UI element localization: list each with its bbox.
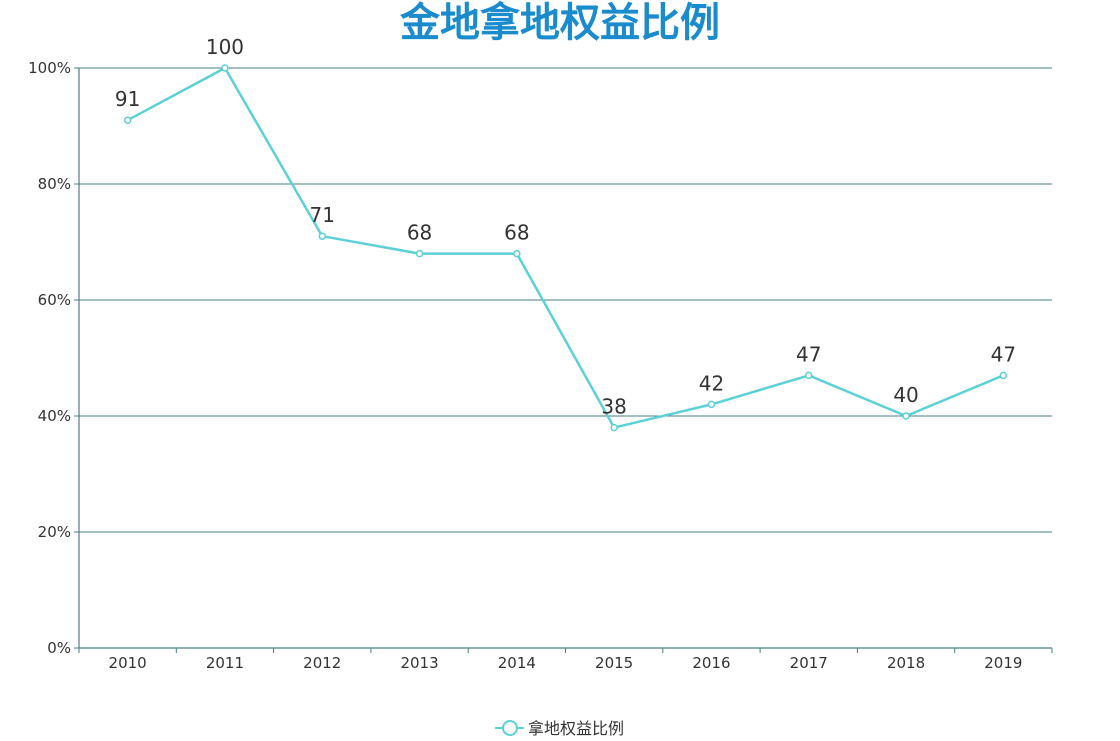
data-point[interactable] <box>415 249 424 258</box>
data-point[interactable] <box>902 412 910 420</box>
data-point[interactable] <box>221 64 229 72</box>
data-label: 38 <box>601 395 626 419</box>
x-tick-label: 2013 <box>400 654 438 672</box>
series-line <box>127 66 1004 429</box>
data-label: 91 <box>115 87 140 111</box>
series-line-path <box>127 66 1004 429</box>
axes <box>78 68 1052 649</box>
y-tick-label: 100% <box>28 59 71 77</box>
x-tick-label: 2016 <box>692 654 730 672</box>
data-label: 47 <box>796 342 821 366</box>
data-point[interactable] <box>805 371 813 380</box>
data-label: 68 <box>407 221 432 245</box>
data-label: 71 <box>310 203 335 227</box>
data-point[interactable] <box>513 249 521 258</box>
data-label: 100 <box>206 35 244 59</box>
y-axis-ticks: 0% 20% 40% 60% 80% 100% <box>28 59 79 657</box>
y-tick-label: 80% <box>38 175 71 193</box>
x-tick-label: 2017 <box>790 654 828 672</box>
y-tick-label: 60% <box>38 291 71 309</box>
legend-marker-icon <box>502 720 518 736</box>
grid-lines <box>79 67 1052 533</box>
chart-title: 金地拿地权益比例 <box>399 0 720 46</box>
data-label: 47 <box>991 342 1016 366</box>
data-point[interactable] <box>999 371 1008 380</box>
legend[interactable]: 拿地权益比例 <box>495 719 624 738</box>
data-label: 42 <box>699 371 724 395</box>
y-tick-label: 40% <box>38 407 71 425</box>
x-tick-label: 2019 <box>984 654 1022 672</box>
x-tick-label: 2012 <box>303 654 341 672</box>
x-tick-label: 2011 <box>206 654 244 672</box>
data-point[interactable] <box>707 400 716 409</box>
x-tick-label: 2010 <box>109 654 147 672</box>
x-tick-label: 2015 <box>595 654 633 672</box>
data-label: 40 <box>893 383 918 407</box>
legend-label: 拿地权益比例 <box>528 719 624 738</box>
data-label: 68 <box>504 221 529 245</box>
x-axis-ticks: 2010 2011 2012 2013 2014 2015 2016 2017 2018 2019 <box>78 648 1053 672</box>
data-point[interactable] <box>318 232 326 240</box>
y-tick-label: 0% <box>47 639 71 657</box>
x-tick-label: 2014 <box>498 654 536 672</box>
data-labels: 91 100 71 68 68 38 42 47 40 47 <box>115 35 1016 419</box>
data-point[interactable] <box>610 423 618 432</box>
x-tick-label: 2018 <box>887 654 925 672</box>
y-tick-label: 20% <box>38 523 71 541</box>
data-points <box>123 64 1008 432</box>
data-point[interactable] <box>123 116 132 124</box>
